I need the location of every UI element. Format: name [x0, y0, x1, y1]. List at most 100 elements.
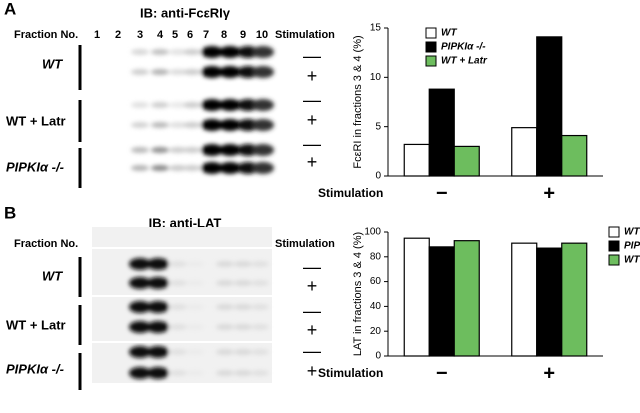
- band: [251, 280, 269, 286]
- stimulation-sign: —: [303, 341, 321, 361]
- band: [219, 66, 241, 78]
- band: [169, 261, 187, 267]
- band: [186, 280, 204, 286]
- y-tick-label: 60: [370, 276, 382, 287]
- band: [219, 162, 241, 174]
- stimulation-sign: —: [303, 46, 321, 66]
- band: [186, 324, 204, 330]
- band: [186, 370, 204, 376]
- stimulation-sign: +: [307, 361, 318, 381]
- band: [169, 280, 187, 286]
- band: [252, 99, 274, 111]
- band: [151, 102, 169, 108]
- band: [131, 69, 149, 75]
- band: [252, 46, 274, 58]
- band: [216, 370, 234, 376]
- fraction-number: 5: [172, 29, 178, 41]
- band: [147, 346, 169, 358]
- band: [219, 99, 241, 111]
- band: [234, 324, 252, 330]
- band: [251, 261, 269, 267]
- bar: [536, 36, 563, 177]
- band: [169, 102, 187, 108]
- band: [147, 367, 169, 379]
- panel-letter: B: [4, 203, 16, 222]
- band: [151, 147, 169, 153]
- band: [219, 119, 241, 131]
- x-tick-label: +: [543, 182, 555, 204]
- stimulation-sign: +: [307, 320, 318, 340]
- bar: [403, 143, 430, 177]
- band: [129, 258, 151, 270]
- stimulation-sign: +: [307, 276, 318, 296]
- fraction-number: 8: [221, 29, 227, 41]
- band: [252, 162, 274, 174]
- band: [216, 280, 234, 286]
- legend-label: WT + Latr: [624, 255, 640, 266]
- row-label: WT + Latr: [6, 317, 66, 332]
- row-label: WT: [42, 268, 63, 283]
- y-tick-label: 0: [375, 351, 381, 362]
- band: [151, 49, 169, 55]
- fraction-label: Fraction No.: [14, 29, 78, 41]
- band: [216, 324, 234, 330]
- fraction-label: Fraction No.: [14, 238, 78, 250]
- band: [169, 122, 187, 128]
- band: [169, 147, 187, 153]
- band: [251, 304, 269, 310]
- fraction-number: 1: [94, 29, 100, 41]
- legend-label: WT + Latr: [441, 56, 488, 67]
- band: [183, 165, 201, 171]
- band: [201, 66, 223, 78]
- band: [251, 349, 269, 355]
- band: [216, 261, 234, 267]
- fraction-number: 10: [256, 29, 268, 41]
- bar: [403, 237, 430, 357]
- band: [151, 165, 169, 171]
- band: [252, 119, 274, 131]
- legend-label: PIPKIα -/-: [624, 241, 640, 252]
- stimulation-sign: +: [307, 66, 318, 86]
- band: [234, 304, 252, 310]
- band: [183, 102, 201, 108]
- legend-swatch: [425, 41, 437, 53]
- panel-letter: A: [4, 0, 16, 18]
- bar: [511, 242, 538, 357]
- row-label: PIPKIα -/-: [6, 159, 64, 174]
- band: [151, 122, 169, 128]
- row-label: PIPKIα -/-: [6, 361, 64, 376]
- stimulation-sign: —: [303, 257, 321, 277]
- band: [169, 324, 187, 330]
- bar: [428, 88, 455, 177]
- blot-title: IB: anti-LAT: [149, 215, 222, 230]
- y-tick-label: 15: [370, 23, 382, 34]
- stimulation-sign: +: [307, 110, 318, 130]
- y-tick-label: 10: [370, 72, 382, 83]
- blot-bands: [131, 46, 274, 174]
- y-tick-label: 80: [370, 251, 382, 262]
- row-label: WT + Latr: [6, 113, 66, 128]
- legend-swatch: [425, 55, 437, 67]
- stimulation-label: Stimulation: [275, 29, 335, 41]
- band: [129, 367, 151, 379]
- legend-swatch: [608, 226, 620, 238]
- band: [186, 349, 204, 355]
- band: [234, 370, 252, 376]
- band: [169, 370, 187, 376]
- row-label: WT: [42, 56, 63, 71]
- band: [201, 162, 223, 174]
- legend-swatch: [425, 27, 437, 39]
- band: [147, 301, 169, 313]
- band: [216, 304, 234, 310]
- x-tick-label: −: [436, 182, 448, 204]
- legend-label: PIPKIα -/-: [441, 42, 486, 53]
- fraction-number: 6: [187, 29, 193, 41]
- y-tick-label: 100: [364, 227, 381, 238]
- bar: [561, 242, 588, 357]
- band: [219, 46, 241, 58]
- bar: [536, 247, 563, 357]
- fraction-number: 4: [157, 29, 164, 41]
- band: [234, 261, 252, 267]
- band: [186, 304, 204, 310]
